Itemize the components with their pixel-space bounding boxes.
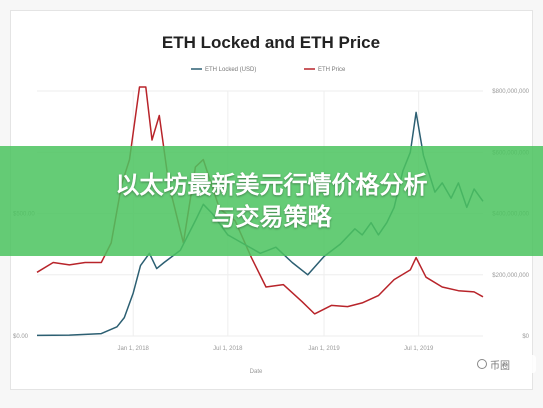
y-right-tick-label: $800,000,000 — [492, 89, 529, 95]
x-tick-label: Jul 1, 2019 — [404, 346, 434, 352]
x-tick-label: Jul 1, 2018 — [213, 346, 243, 352]
y-left-tick-label: $0.00 — [13, 334, 29, 340]
chart-title: ETH Locked and ETH Price — [162, 33, 380, 52]
headline-line-2: 与交易策略 — [211, 203, 332, 231]
legend: ETH Locked (USD) ETH Price — [191, 67, 346, 73]
watermark: 币圈 — [474, 355, 536, 373]
y-right-tick-label: $200,000,000 — [492, 273, 529, 279]
x-tick-label: Jan 1, 2018 — [118, 346, 150, 352]
watermark-text: 币圈 — [490, 360, 510, 372]
headline-line-1: 以太坊最新美元行情价格分析 — [115, 171, 428, 199]
x-axis-label: Date — [250, 369, 263, 375]
legend-label-price: ETH Price — [318, 67, 346, 73]
headline-banner: 以太坊最新美元行情价格分析 与交易策略 — [0, 146, 543, 256]
x-tick-label: Jan 1, 2019 — [308, 346, 340, 352]
x-axis-ticks: Jan 1, 2018 Jul 1, 2018 Jan 1, 2019 Jul 1, … — [118, 346, 435, 352]
y-right-tick-label: $0 — [522, 334, 529, 340]
watermark-icon — [477, 359, 487, 369]
legend-label-locked: ETH Locked (USD) — [205, 67, 256, 73]
